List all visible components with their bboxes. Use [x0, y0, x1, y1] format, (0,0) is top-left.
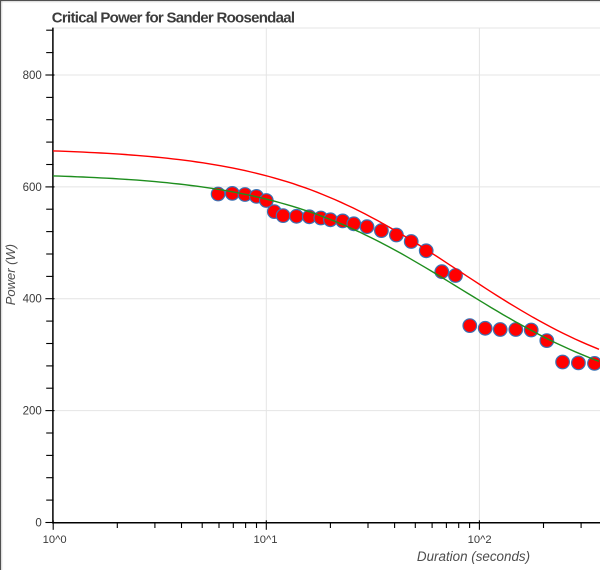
svg-text:600: 600 [23, 182, 42, 194]
svg-text:10^1: 10^1 [254, 534, 278, 546]
svg-text:400: 400 [23, 294, 42, 306]
svg-text:Critical Power for Sander Roos: Critical Power for Sander Roosendaal [52, 10, 295, 27]
svg-text:10^2: 10^2 [468, 534, 492, 546]
svg-text:0: 0 [35, 517, 41, 529]
svg-text:Duration (seconds): Duration (seconds) [417, 549, 530, 564]
svg-text:800: 800 [23, 70, 42, 82]
svg-text:Power (W): Power (W) [3, 244, 18, 305]
svg-text:10^0: 10^0 [43, 534, 67, 546]
svg-text:200: 200 [23, 406, 42, 418]
